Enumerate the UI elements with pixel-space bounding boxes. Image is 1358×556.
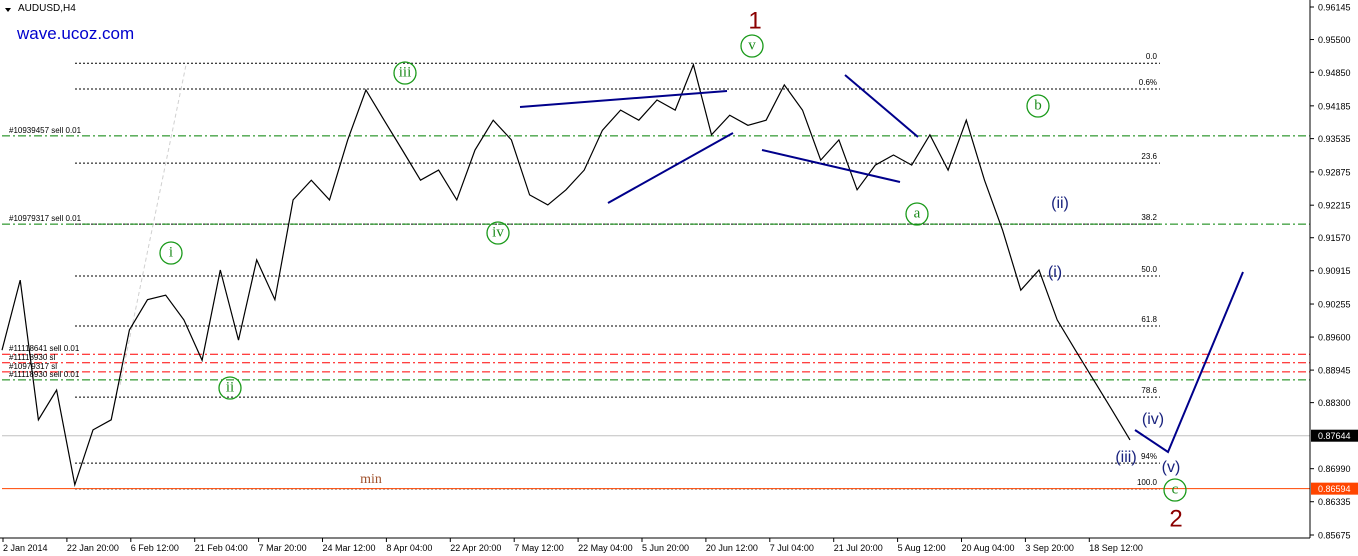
price-tag-label: 0.87644 xyxy=(1318,431,1351,441)
wave-label: (ii) xyxy=(1051,195,1069,212)
wave-label: v xyxy=(748,37,756,53)
y-tick-label: 0.94185 xyxy=(1318,101,1351,111)
fib-label: 0.0 xyxy=(1146,52,1158,61)
wave-label: (iii) xyxy=(1115,449,1136,466)
x-tick-label: 20 Jun 12:00 xyxy=(706,543,758,553)
x-tick-label: 7 Mar 20:00 xyxy=(259,543,307,553)
y-tick-label: 0.92875 xyxy=(1318,167,1351,177)
fib-label: 0.6% xyxy=(1139,78,1157,87)
fib-label: 50.0 xyxy=(1141,265,1157,274)
trend-line xyxy=(119,64,187,386)
wave-label: 2 xyxy=(1169,505,1182,532)
x-tick-label: 21 Jul 20:00 xyxy=(834,543,883,553)
wave-circle xyxy=(1026,94,1050,118)
fib-label: 94% xyxy=(1141,452,1157,461)
wave-label: (i) xyxy=(1048,264,1062,281)
fib-label: 78.6 xyxy=(1141,386,1157,395)
trend-line xyxy=(844,74,919,138)
x-tick-label: 18 Sep 12:00 xyxy=(1089,543,1143,553)
order-label: #10979317 sl xyxy=(9,362,57,371)
x-tick-label: 22 Apr 20:00 xyxy=(450,543,501,553)
wave-label: 1 xyxy=(748,7,761,34)
x-tick-label: 3 Sep 20:00 xyxy=(1025,543,1074,553)
wave-label: iv xyxy=(492,224,504,240)
title-arrow xyxy=(5,8,11,12)
x-tick-label: 20 Aug 04:00 xyxy=(962,543,1015,553)
wave-label: (iv) xyxy=(1142,411,1164,428)
y-tick-label: 0.95500 xyxy=(1318,35,1351,45)
min-label: min xyxy=(360,472,382,487)
x-tick-label: 2 Jan 2014 xyxy=(3,543,48,553)
y-tick-label: 0.90915 xyxy=(1318,266,1351,276)
trend-line xyxy=(519,90,728,108)
x-tick-label: 7 May 12:00 xyxy=(514,543,564,553)
order-label: #10979317 sell 0.01 xyxy=(9,214,82,223)
price-tag xyxy=(1311,429,1358,442)
y-tick-label: 0.94850 xyxy=(1318,68,1351,78)
y-tick-label: 0.86990 xyxy=(1318,464,1351,474)
wave-circle xyxy=(905,202,929,226)
order-label: #11118930 sl xyxy=(9,353,55,362)
wave-label: a xyxy=(914,205,921,221)
x-tick-label: 6 Feb 12:00 xyxy=(131,543,179,553)
y-tick-label: 0.88300 xyxy=(1318,398,1351,408)
order-label: #11118641 sell 0.01 xyxy=(9,344,80,353)
y-tick-label: 0.85675 xyxy=(1318,531,1351,541)
x-tick-label: 5 Jun 20:00 xyxy=(642,543,689,553)
wave-circle xyxy=(218,376,242,400)
y-tick-label: 0.89600 xyxy=(1318,333,1351,343)
fib-label: 61.8 xyxy=(1141,315,1157,324)
y-tick-label: 0.92215 xyxy=(1318,201,1351,211)
wave-circle xyxy=(740,34,764,58)
trend-line xyxy=(607,132,734,204)
wave-label: i xyxy=(169,244,173,260)
order-label: #10939457 sell 0.01 xyxy=(9,126,82,135)
price-line-series xyxy=(1,62,1131,488)
price-tag-label: 0.86594 xyxy=(1318,484,1351,494)
trend-line xyxy=(761,149,901,183)
wave-label: ii xyxy=(226,379,234,395)
y-tick-label: 0.86335 xyxy=(1318,497,1351,507)
wave-circle xyxy=(486,221,510,245)
wave-label: (v) xyxy=(1162,459,1181,476)
watermark: wave.ucoz.com xyxy=(16,24,134,43)
wave-circle xyxy=(393,61,417,85)
y-tick-label: 0.91570 xyxy=(1318,233,1351,243)
x-tick-label: 24 Mar 12:00 xyxy=(323,543,376,553)
chart-title: AUDUSD,H4 xyxy=(18,3,76,14)
x-tick-label: 22 May 04:00 xyxy=(578,543,633,553)
fib-label: 23.6 xyxy=(1141,152,1157,161)
wave-label: b xyxy=(1034,97,1042,113)
y-tick-label: 0.90255 xyxy=(1318,300,1351,310)
fib-label: 100.0 xyxy=(1137,478,1158,487)
x-tick-label: 7 Jul 04:00 xyxy=(770,543,814,553)
projection-line xyxy=(1134,271,1244,454)
plot xyxy=(1,62,1131,488)
order-label: #11118930 sell 0.01 xyxy=(9,370,80,379)
x-tick-label: 5 Aug 12:00 xyxy=(898,543,946,553)
price-tag xyxy=(1311,482,1358,495)
x-tick-label: 22 Jan 20:00 xyxy=(67,543,119,553)
wave-label: c xyxy=(1172,481,1179,497)
x-tick-label: 8 Apr 04:00 xyxy=(386,543,432,553)
y-tick-label: 0.93535 xyxy=(1318,134,1351,144)
wave-circle xyxy=(1163,478,1187,502)
fib-label: 38.2 xyxy=(1141,213,1157,222)
y-tick-label: 0.96145 xyxy=(1318,3,1351,13)
wave-circle xyxy=(159,241,183,265)
x-tick-label: 21 Feb 04:00 xyxy=(195,543,248,553)
y-tick-label: 0.88945 xyxy=(1318,366,1351,376)
wave-label: iii xyxy=(399,64,412,80)
